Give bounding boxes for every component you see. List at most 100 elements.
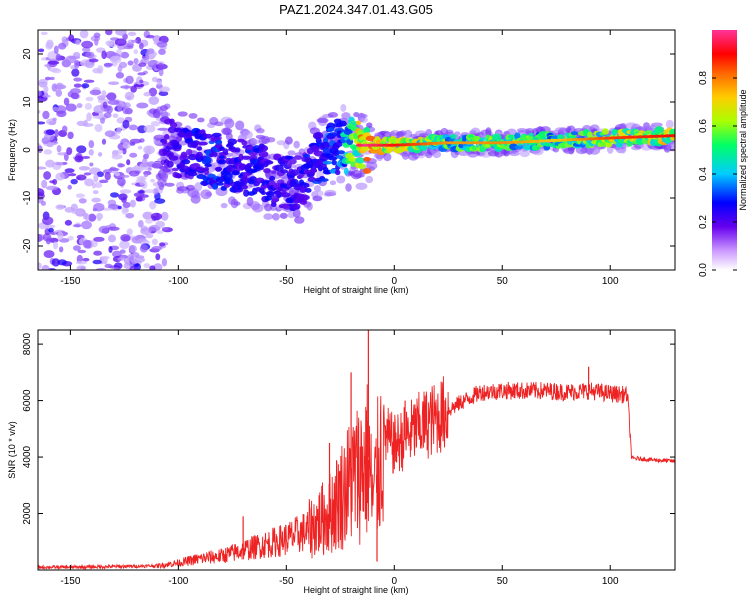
heatmap-cell xyxy=(299,185,307,193)
heatmap-cell xyxy=(38,110,41,114)
heatmap-cell xyxy=(196,146,203,151)
heatmap-cell xyxy=(71,68,80,77)
heatmap-cell xyxy=(147,167,152,171)
heatmap-cell xyxy=(355,182,368,190)
heatmap-cell xyxy=(44,76,52,81)
spectrogram-x-label: Height of straight line (km) xyxy=(303,285,408,295)
heatmap-cell xyxy=(365,135,376,142)
heatmap-cell xyxy=(93,250,103,256)
heatmap-cell xyxy=(117,257,126,261)
heatmap-cell xyxy=(121,196,127,204)
heatmap-cell xyxy=(532,145,541,151)
heatmap-cell xyxy=(94,123,103,132)
heatmap-cell xyxy=(92,259,102,265)
heatmap-cell xyxy=(260,190,266,195)
heatmap-cell xyxy=(79,30,89,39)
heatmap-cell xyxy=(601,128,609,135)
x-tick-label: -100 xyxy=(168,276,188,287)
heatmap-cell xyxy=(292,203,301,210)
heatmap-cell xyxy=(358,163,366,170)
heatmap-cell xyxy=(105,40,114,46)
heatmap-cell xyxy=(107,226,120,231)
heatmap-cell xyxy=(514,144,524,150)
heatmap-cell xyxy=(138,220,144,228)
heatmap-cell xyxy=(42,110,50,120)
heatmap-cell xyxy=(45,185,58,191)
heatmap-cell xyxy=(61,125,68,133)
heatmap-cell xyxy=(75,193,85,198)
heatmap-cell xyxy=(650,122,663,127)
heatmap-cell xyxy=(219,155,225,159)
y-tick-label: 4000 xyxy=(22,445,33,468)
heatmap-cell xyxy=(167,152,173,157)
x-tick-label: 100 xyxy=(602,576,619,587)
heatmap-cell xyxy=(294,216,305,224)
heatmap-cell xyxy=(76,103,83,109)
heatmap-cell xyxy=(467,134,474,139)
colorbar-tick-label: 0.8 xyxy=(698,71,709,85)
heatmap-cell xyxy=(306,202,313,211)
heatmap-cell xyxy=(136,102,149,109)
heatmap-cell xyxy=(263,168,271,174)
heatmap-cell xyxy=(334,169,341,176)
heatmap-cell xyxy=(203,166,210,172)
heatmap-cell xyxy=(82,257,90,262)
heatmap-cell xyxy=(105,30,113,36)
heatmap-cell xyxy=(171,167,179,172)
heatmap-cell xyxy=(138,176,146,186)
heatmap-cell xyxy=(93,173,99,183)
heatmap-cell xyxy=(137,72,146,76)
heatmap-cell xyxy=(279,212,288,219)
heatmap-cell xyxy=(163,133,170,140)
heatmap-cell xyxy=(58,42,67,50)
heatmap-cell xyxy=(485,127,492,137)
heatmap-cell xyxy=(119,189,132,194)
heatmap-cell xyxy=(287,150,296,156)
heatmap-cell xyxy=(170,123,177,130)
heatmap-cell xyxy=(124,91,135,101)
heatmap-cell xyxy=(141,158,148,168)
heatmap-cell xyxy=(38,145,43,154)
heatmap-cell xyxy=(82,239,92,249)
heatmap-cell xyxy=(52,178,58,185)
heatmap-cell xyxy=(65,55,77,64)
snr-frame xyxy=(37,329,676,571)
heatmap-cell xyxy=(142,211,153,220)
heatmap-cell xyxy=(54,129,59,138)
heatmap-cell xyxy=(157,62,164,71)
heatmap-cell xyxy=(127,60,134,66)
heatmap-cell xyxy=(143,145,155,155)
heatmap-cell xyxy=(139,244,148,253)
heatmap-cell xyxy=(111,153,123,160)
heatmap-cell xyxy=(145,218,153,224)
heatmap-cell xyxy=(303,182,310,188)
heatmap-cell xyxy=(117,163,125,168)
heatmap-cell xyxy=(98,225,110,234)
heatmap-cell xyxy=(133,58,139,65)
heatmap-cell xyxy=(120,234,131,242)
heatmap-cell xyxy=(55,82,64,90)
heatmap-cell xyxy=(327,156,338,161)
heatmap-cell xyxy=(87,213,97,222)
heatmap-cell xyxy=(224,118,235,129)
heatmap-cell xyxy=(102,101,108,109)
heatmap-cell xyxy=(112,113,119,119)
heatmap-cell xyxy=(104,263,113,269)
heatmap-cell xyxy=(310,144,320,153)
heatmap-cell xyxy=(241,155,251,160)
heatmap-cell xyxy=(175,174,183,179)
heatmap-cell xyxy=(43,133,55,141)
heatmap-cell xyxy=(45,129,56,136)
heatmap-cell xyxy=(121,206,128,215)
heatmap-cell xyxy=(355,157,366,164)
heatmap-cell xyxy=(217,159,227,165)
heatmap-cell xyxy=(64,168,75,174)
heatmap-cell xyxy=(163,103,171,110)
heatmap-cell xyxy=(81,220,92,230)
heatmap-cell xyxy=(119,249,126,254)
heatmap-cell xyxy=(68,173,77,177)
heatmap-cell xyxy=(241,130,253,139)
heatmap-cell xyxy=(83,212,88,220)
heatmap-cell xyxy=(258,145,269,152)
